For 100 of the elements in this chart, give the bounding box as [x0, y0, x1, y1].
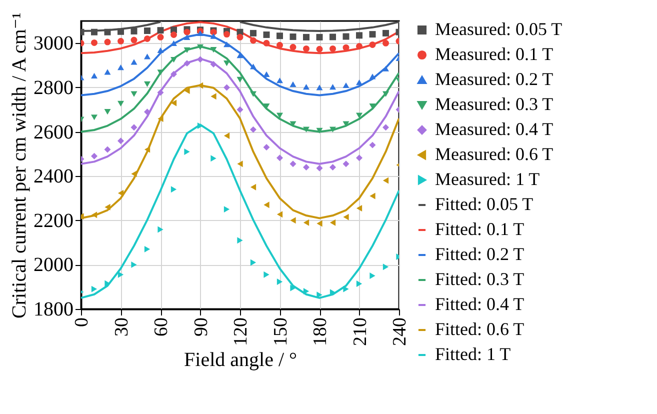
- line-series: [81, 124, 399, 299]
- point: [303, 164, 310, 170]
- point: [382, 124, 389, 131]
- point: [316, 84, 323, 90]
- point: [130, 59, 138, 65]
- point: [343, 286, 349, 292]
- point: [382, 40, 389, 46]
- point: [144, 35, 150, 42]
- point: [224, 84, 230, 91]
- legend-label: Measured: 0.1 T: [435, 44, 554, 64]
- point: [303, 126, 310, 132]
- point: [316, 164, 323, 172]
- point: [250, 64, 256, 70]
- point: [250, 126, 256, 133]
- point: [356, 32, 362, 39]
- point: [356, 112, 362, 118]
- point: [356, 80, 362, 86]
- point: [276, 211, 283, 218]
- legend-label: Fitted: 0.1 T: [435, 219, 524, 239]
- y-tick-label: 2000: [34, 254, 74, 276]
- point: [382, 30, 389, 36]
- point: [290, 44, 296, 50]
- point: [236, 52, 244, 58]
- point: [303, 34, 310, 40]
- point: [210, 46, 217, 53]
- point: [316, 46, 323, 52]
- point: [290, 217, 296, 224]
- point: [330, 84, 336, 90]
- point: [382, 66, 389, 72]
- point: [144, 81, 150, 87]
- point: [290, 33, 296, 40]
- point: [104, 109, 111, 115]
- point: [157, 34, 164, 40]
- point: [370, 272, 376, 280]
- point: [330, 219, 336, 226]
- legend-label: Fitted: 0.05 T: [435, 194, 534, 214]
- point: [104, 146, 111, 153]
- legend-label: Fitted: 0.3 T: [435, 269, 524, 289]
- point: [356, 204, 362, 212]
- point: [290, 284, 296, 292]
- point: [210, 93, 216, 100]
- x-tick-label: 150: [270, 318, 292, 346]
- point: [91, 212, 98, 218]
- point: [91, 28, 98, 36]
- point: [382, 91, 389, 97]
- point: [369, 142, 376, 148]
- point: [303, 288, 310, 295]
- point: [356, 280, 362, 287]
- point: [316, 34, 323, 40]
- point: [104, 69, 111, 75]
- y-tick-label: 2800: [34, 76, 74, 99]
- point: [104, 204, 110, 210]
- x-tick-label: 60: [151, 318, 172, 336]
- point: [91, 39, 98, 46]
- point: [276, 112, 283, 118]
- point: [118, 100, 124, 106]
- legend-label: Fitted: 1 T: [435, 344, 511, 364]
- point: [370, 192, 376, 200]
- point: [276, 154, 283, 162]
- point: [237, 237, 243, 244]
- point: [118, 190, 124, 196]
- point: [157, 47, 164, 54]
- point: [303, 45, 310, 52]
- x-tick-label: 180: [310, 318, 331, 346]
- point: [118, 138, 124, 144]
- point: [170, 56, 177, 63]
- x-tick-label: 240: [390, 318, 410, 346]
- point: [170, 186, 177, 193]
- point: [91, 286, 98, 292]
- y-tick-label: 2200: [34, 210, 74, 232]
- point: [104, 28, 111, 36]
- legend-label: Measured: 0.6 T: [435, 144, 554, 164]
- y-tick-label: 1800: [34, 298, 74, 320]
- legend-label: Fitted: 0.4 T: [435, 294, 524, 314]
- point: [276, 78, 283, 84]
- point: [224, 41, 230, 48]
- point: [303, 84, 310, 90]
- point: [250, 259, 256, 266]
- point: [144, 108, 150, 116]
- legend-label: Fitted: 0.2 T: [435, 244, 524, 264]
- point: [184, 34, 190, 40]
- x-tick-label: 120: [230, 318, 252, 346]
- point: [330, 34, 336, 40]
- point: [382, 264, 389, 270]
- point: [197, 44, 204, 50]
- legend-label: Fitted: 0.6 T: [435, 319, 524, 339]
- point: [290, 81, 296, 87]
- point: [330, 45, 336, 52]
- point: [210, 155, 216, 162]
- point: [303, 219, 310, 226]
- legend-label: Measured: 0.2 T: [435, 69, 554, 89]
- legend-label: Measured: 0.3 T: [435, 94, 554, 114]
- y-tick-label: 2400: [34, 166, 74, 188]
- point: [157, 27, 164, 34]
- point: [224, 132, 230, 139]
- point: [144, 146, 150, 153]
- point: [264, 202, 270, 208]
- point: [250, 30, 256, 36]
- line-series: [81, 21, 399, 54]
- point: [144, 246, 150, 252]
